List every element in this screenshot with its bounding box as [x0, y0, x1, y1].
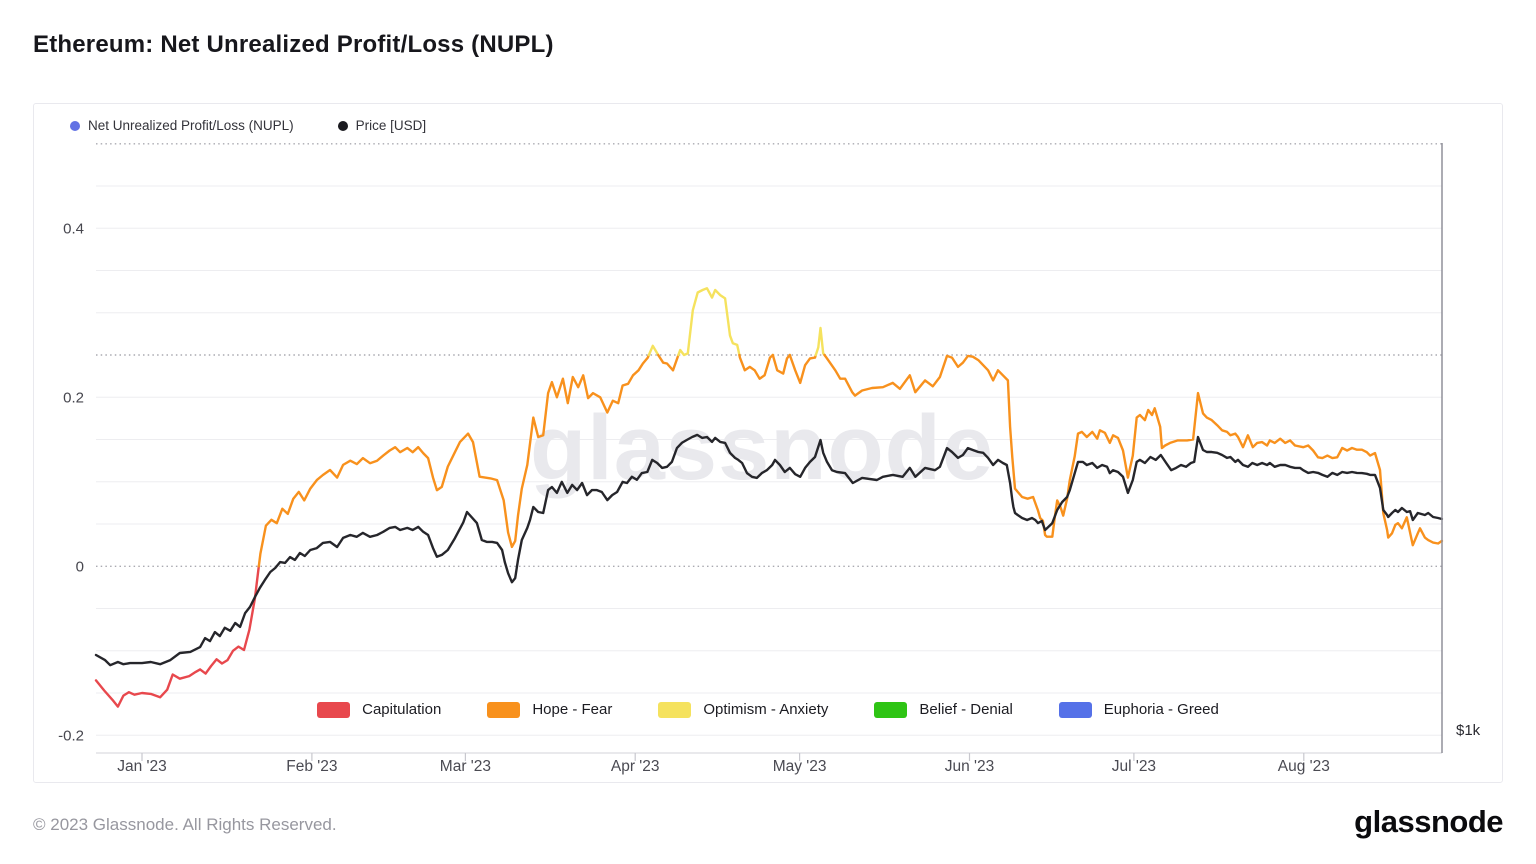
- optimism-anxiety-swatch-icon: [658, 701, 692, 718]
- belief-denial-swatch-icon: [874, 701, 908, 718]
- zone-legend-belief-denial[interactable]: Belief - Denial: [874, 701, 1013, 718]
- euphoria-greed-swatch-icon: [1058, 701, 1092, 718]
- zone-legend-optimism-anxiety-label: Optimism - Anxiety: [703, 701, 829, 718]
- legend-item-nupl[interactable]: Net Unrealized Profit/Loss (NUPL): [70, 118, 294, 133]
- zone-legend-capitulation-label: Capitulation: [362, 701, 442, 718]
- zone-legend-belief-denial-label: Belief - Denial: [919, 701, 1013, 718]
- legend-item-price-label: Price [USD]: [355, 118, 427, 133]
- zone-legend-optimism-anxiety[interactable]: Optimism - Anxiety: [658, 701, 828, 718]
- price-series-dot-icon: [337, 120, 348, 131]
- zone-legend-euphoria-greed-label: Euphoria - Greed: [1103, 701, 1219, 718]
- zone-legend-hope-fear-label: Hope - Fear: [532, 701, 613, 718]
- copyright-text: © 2023 Glassnode. All Rights Reserved.: [33, 815, 337, 834]
- legend-item-price[interactable]: Price [USD]: [337, 118, 427, 133]
- zone-legend: Capitulation Hope - Fear Optimism - Anxi…: [34, 701, 1502, 718]
- glassnode-logo: glassnode: [1354, 804, 1503, 839]
- legend-item-nupl-label: Net Unrealized Profit/Loss (NUPL): [88, 118, 294, 133]
- chart-card: Net Unrealized Profit/Loss (NUPL) Price …: [33, 103, 1503, 783]
- series-legend: Net Unrealized Profit/Loss (NUPL) Price …: [70, 118, 426, 133]
- zone-legend-hope-fear[interactable]: Hope - Fear: [487, 701, 612, 718]
- capitulation-swatch-icon: [317, 701, 351, 718]
- nupl-series-dot-icon: [70, 120, 80, 131]
- zone-legend-capitulation[interactable]: Capitulation: [317, 701, 441, 718]
- hope-fear-swatch-icon: [487, 701, 521, 718]
- zone-legend-euphoria-greed[interactable]: Euphoria - Greed: [1058, 701, 1219, 718]
- page-title: Ethereum: Net Unrealized Profit/Loss (NU…: [33, 31, 554, 58]
